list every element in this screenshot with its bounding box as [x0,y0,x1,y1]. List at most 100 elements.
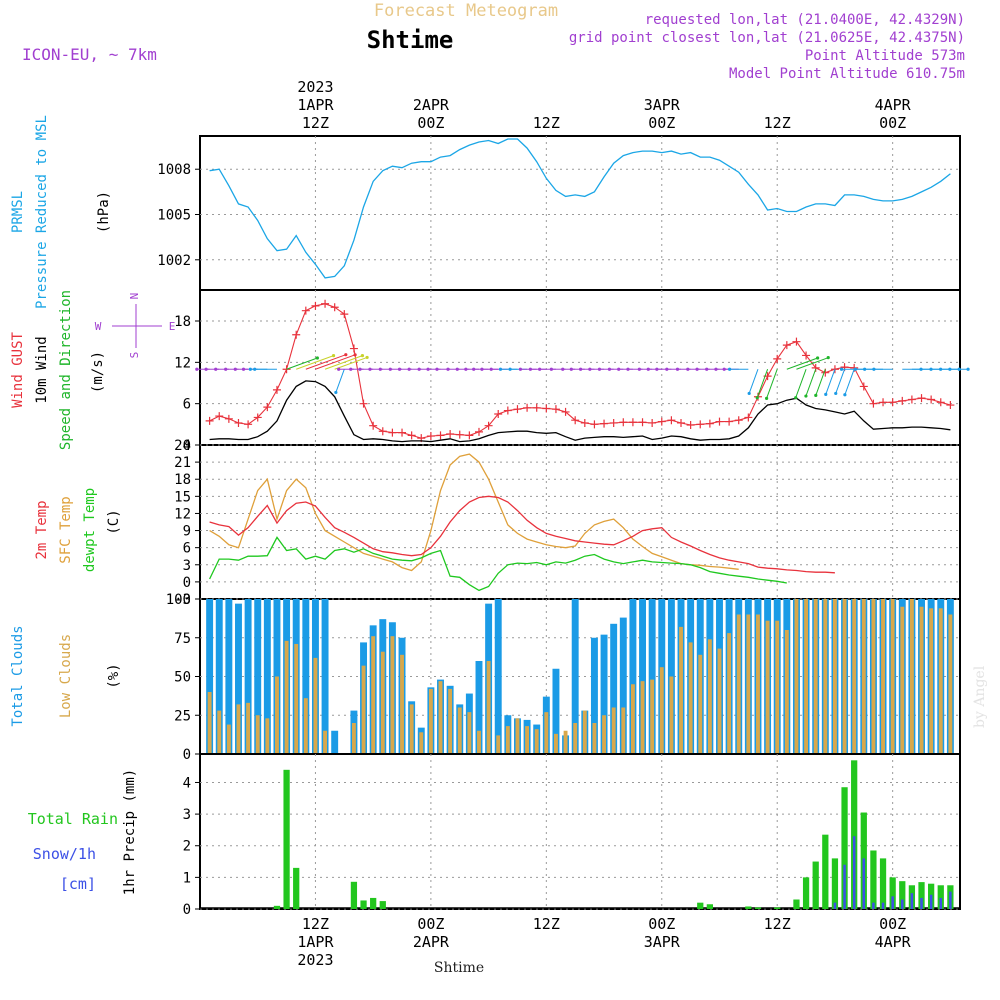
low-clouds-bar [929,608,934,754]
gust-marker [311,301,320,310]
bottom-time-label: 12Z [533,915,560,933]
low-clouds-bar [554,733,558,754]
rain-bar [793,899,800,909]
wind-arrow-head [538,367,542,371]
wind-direction-arrow [335,369,345,393]
gust-marker [792,337,801,346]
low-clouds-bar [515,718,520,754]
low-clouds-bar [669,676,674,754]
low-clouds-bar [852,599,857,754]
low-clouds-bar [525,726,530,754]
clouds-units: (%) [106,663,122,688]
low-clouds-bar [919,606,924,754]
wind-arrow-head [253,367,257,371]
gust-marker [648,418,657,427]
wind-arrow-head [353,353,357,357]
low-clouds-bar [842,599,847,754]
bottom-time-label: 1APR [297,933,334,951]
low-clouds-bar [823,599,828,754]
wind-arrow-head [480,367,484,371]
total-clouds-bar [629,599,637,754]
wind-arrow-head [824,392,828,397]
wind-arrow-head [626,367,630,371]
wind-y-ticks: 0 6 12 18 [174,314,200,454]
rain-bar [293,867,300,909]
y-tick-label: 1 [183,870,191,886]
wind-direction-arrow [844,369,855,395]
gust-marker [869,399,878,408]
wind10m-line [209,380,951,443]
wind-arrow-head [315,356,319,360]
gust-marker [907,395,916,404]
bottom-time-label: 3APR [644,933,681,951]
low-clouds-bar [659,667,664,754]
wind-units: (m/s) [90,351,106,393]
wind-direction-arrow [766,369,778,399]
pressure-label-1: PRMSL [10,191,26,233]
total-clouds-bar [639,599,646,754]
wind-arrow-head [241,367,246,371]
gust-marker [484,421,493,430]
gust-marker [513,405,522,414]
low-clouds-bar [630,684,635,754]
rain-bar [841,787,848,909]
gust-marker [927,395,936,404]
low-clouds-bar [226,724,231,754]
gust-marker [446,429,455,438]
wind-arrow-head [195,367,199,371]
snow-bar [881,902,885,909]
y-tick-label: 0 [183,747,191,763]
wind-arrow-head [655,367,659,371]
wind-arrow-head [665,367,669,371]
low-clouds-bar [640,681,645,754]
gust-marker [667,416,676,425]
rain-label: Total Rain [28,810,118,828]
top-time-label: 12Z [302,114,329,132]
low-clouds-bar [400,654,404,754]
y-tick-label: 6 [183,541,191,557]
gust-marker [263,403,272,412]
snow-units: [cm] [60,875,96,893]
snow-bar [862,858,866,909]
snow-bar [920,897,923,909]
bottom-time-label: 00Z [417,915,444,933]
low-clouds-bar [380,651,385,754]
pressure-marks [209,138,951,279]
wind-direction-arrow [324,355,363,370]
low-clouds-bar [736,614,741,754]
gust-marker [609,418,618,427]
wind-arrow-head [826,356,830,360]
wind-arrow-head [248,367,252,371]
wind-direction-arrow [786,357,818,370]
gust-marker [917,394,926,403]
low-clouds-bar [707,639,712,754]
rain-bar [283,769,290,909]
y-tick-label: 75 [174,631,191,647]
wind-arrow-head [417,367,421,371]
wind-arrow-head [705,367,709,371]
total-clouds-bar [321,599,329,754]
compass-south: S [128,352,141,359]
watermark: by Angel [972,665,988,728]
compass-east: E [169,320,176,333]
rain-bar [899,881,906,909]
rain-bar [706,904,713,909]
y-tick-label: 100 [166,592,191,608]
top-time-label: 00Z [879,114,906,132]
wind-arrow-head [368,367,372,371]
top-time-label: 3APR [644,96,681,114]
footer-location: Shtime [434,960,484,976]
wind-arrow-head [224,367,228,371]
model-altitude: Model Point Altitude 610.75m [729,66,965,82]
low-clouds-bar [371,636,376,754]
gust-marker [657,417,666,426]
gust-marker [561,407,570,416]
wind-direction-arrow [286,357,318,370]
wind-direction-arrow [305,354,346,370]
wind-direction-arrow [795,369,807,398]
wind-arrow-head [747,391,751,396]
rain-bar [870,850,877,909]
temperature-panel-frame [199,444,961,600]
gust-marker [494,410,503,418]
wind-arrow-head [407,367,411,371]
